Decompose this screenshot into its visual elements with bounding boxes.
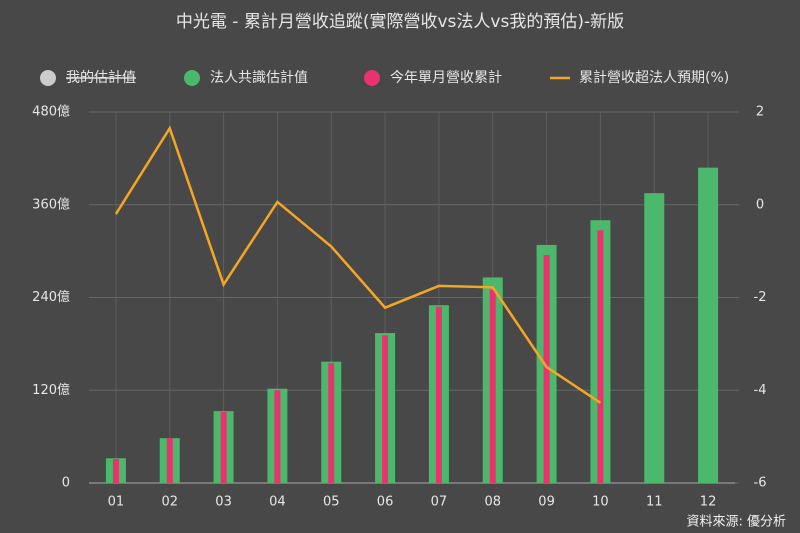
x-tick-label: 06 (377, 495, 394, 510)
x-tick-label: 01 (108, 495, 125, 510)
x-tick-label: 08 (484, 495, 501, 510)
y2-tick-label: -2 (754, 290, 767, 305)
bar (112, 459, 119, 483)
y-tick-label: 240億 (32, 289, 70, 305)
legend-swatch (184, 70, 200, 86)
bar (698, 167, 719, 483)
bar (435, 306, 442, 483)
bar (644, 193, 665, 483)
bar (489, 289, 496, 483)
x-tick-label: 10 (592, 495, 609, 510)
bar (382, 335, 389, 483)
y-tick-label: 0 (62, 476, 70, 491)
y2-tick-label: -4 (754, 383, 767, 398)
bar (328, 363, 335, 483)
y-tick-label: 120億 (32, 382, 70, 398)
y2-tick-label: 0 (756, 197, 764, 212)
legend-label: 我的估計值 (66, 70, 136, 86)
y-tick-label: 480億 (32, 104, 70, 120)
bar (597, 230, 604, 483)
chart-title: 中光電 - 累計月營收追蹤(實際營收vs法人vs我的預估)-新版 (176, 12, 624, 32)
y2-tick-label: 2 (756, 105, 764, 120)
x-tick-label: 04 (269, 495, 286, 510)
bar (166, 438, 173, 483)
x-tick-label: 02 (161, 495, 178, 510)
x-tick-label: 03 (215, 495, 232, 510)
x-tick-label: 05 (323, 495, 340, 510)
legend-swatch (40, 70, 56, 86)
line (114, 125, 602, 404)
legend-label: 今年單月營收累計 (390, 70, 502, 86)
bar (543, 254, 550, 483)
x-tick-label: 11 (646, 495, 663, 510)
x-tick-label: 07 (431, 495, 448, 510)
y2-tick-label: -6 (754, 476, 767, 491)
legend-label: 法人共識估計值 (210, 70, 308, 86)
source: 資料來源: 優分析 (686, 515, 786, 530)
legend-swatch (364, 70, 380, 86)
x-tick-label: 09 (538, 495, 555, 510)
bar (274, 390, 281, 483)
y-tick-label: 360億 (32, 196, 70, 212)
x-tick-label: 12 (700, 495, 717, 510)
bar (220, 411, 227, 483)
legend-label: 累計營收超法人預期(%) (579, 70, 729, 86)
